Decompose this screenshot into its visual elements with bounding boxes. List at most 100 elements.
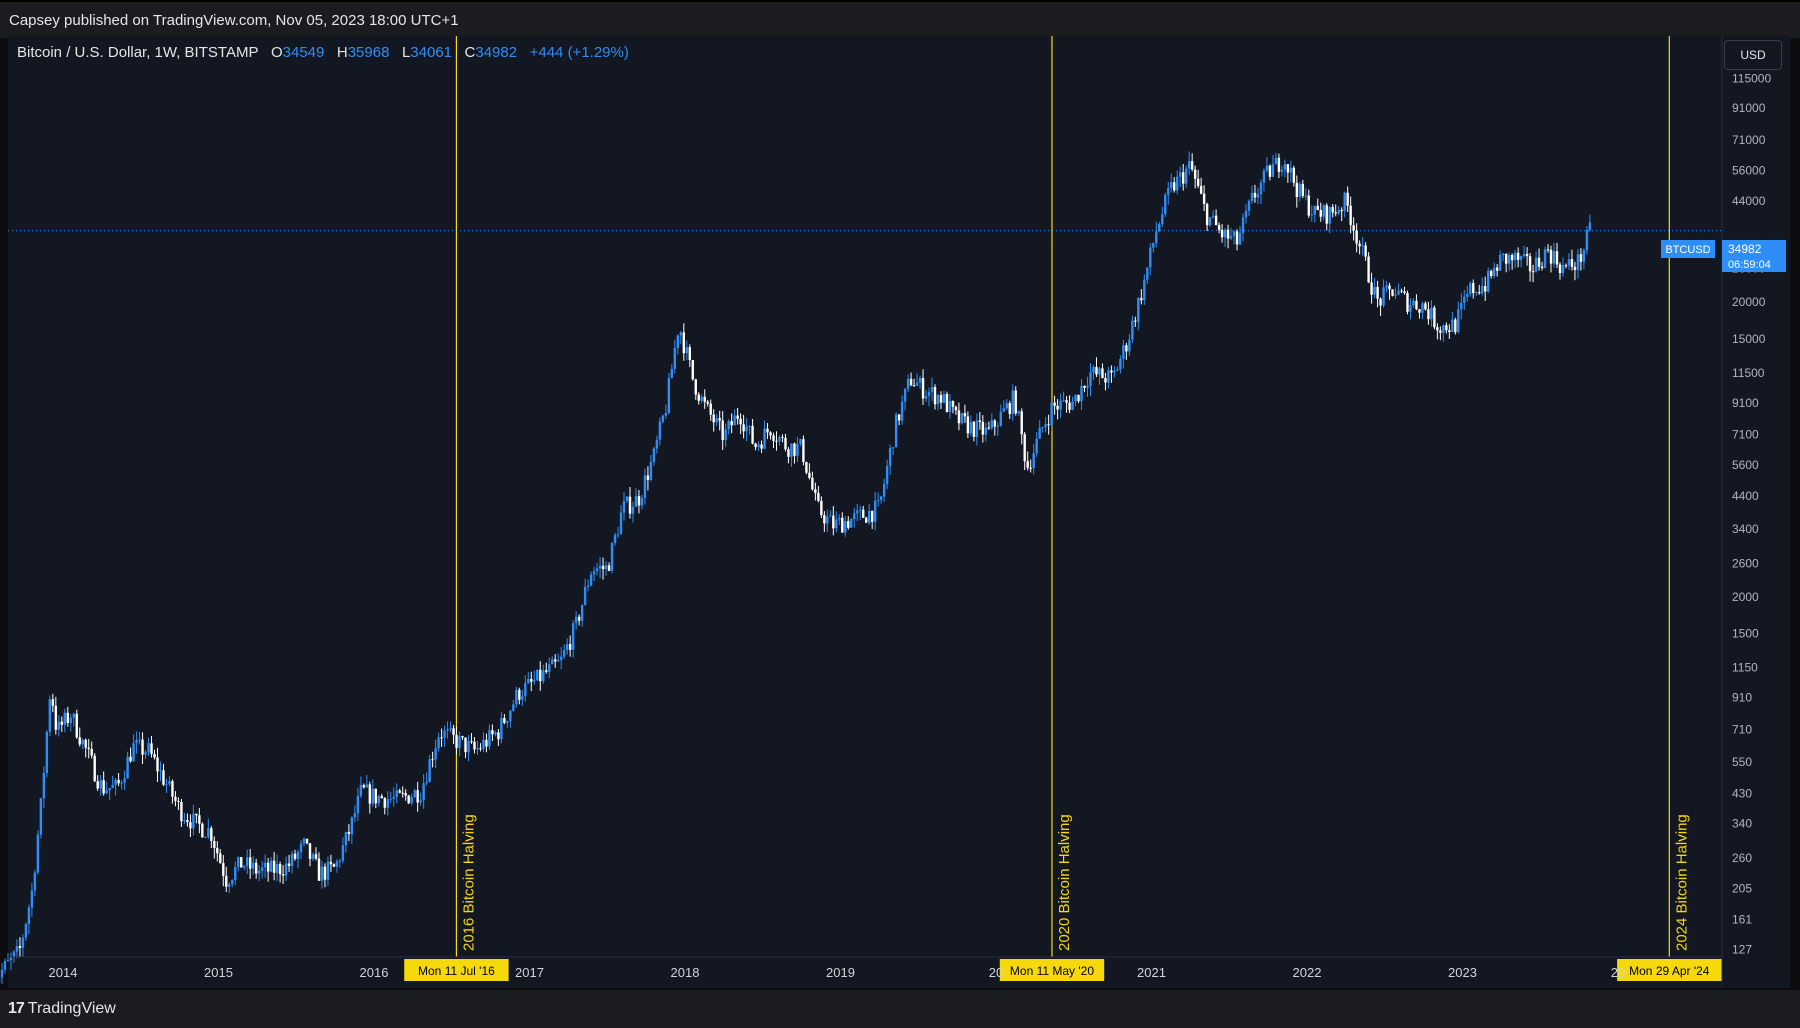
candle-body — [697, 394, 700, 401]
candle-body — [772, 435, 775, 441]
chart-pane[interactable] — [8, 36, 1790, 988]
candle-body — [909, 378, 913, 386]
candle — [1179, 166, 1182, 188]
candle-body — [1487, 270, 1490, 292]
candle — [1092, 365, 1095, 381]
candle — [359, 776, 363, 798]
candle — [159, 761, 162, 782]
candle-body — [341, 845, 345, 861]
candle — [557, 653, 560, 662]
candle-body — [416, 790, 419, 803]
candle-body — [54, 705, 58, 730]
candle — [1047, 414, 1050, 435]
candle-body — [1092, 366, 1095, 373]
candle-body — [1247, 200, 1251, 211]
candle — [428, 754, 431, 783]
candle — [302, 837, 306, 847]
candle-body — [69, 717, 72, 724]
candle-body — [981, 421, 985, 435]
candle — [45, 730, 49, 778]
candle — [1161, 206, 1164, 227]
candle-body — [1573, 266, 1577, 270]
candle-body — [135, 740, 138, 744]
candle — [634, 488, 638, 507]
candle-body — [446, 729, 449, 731]
candle — [207, 818, 210, 840]
candle-body — [317, 858, 321, 881]
candle — [990, 413, 994, 431]
candle-body — [1053, 402, 1056, 406]
candle — [709, 399, 712, 421]
time-axis[interactable]: 2014 2015 2016 2017 2018 2019 20 2021 2022 2023 20 — [8, 956, 1722, 980]
candle-body — [168, 781, 171, 785]
tradingview-logo[interactable]: 17 TradingView — [8, 1000, 116, 1018]
price-axis[interactable]: 1150009100071000560004400026000200001500… — [1721, 36, 1771, 987]
candle-body — [1430, 307, 1433, 320]
candle-body — [1202, 193, 1206, 204]
candle-body — [1295, 182, 1299, 197]
candle-body — [6, 959, 10, 962]
candle — [924, 389, 928, 403]
candle-body — [1140, 298, 1143, 301]
currency-button[interactable]: USD — [1724, 40, 1782, 70]
candle — [296, 849, 300, 869]
candle — [1475, 291, 1478, 297]
candle — [485, 733, 488, 753]
candle-body — [530, 679, 533, 682]
candle-body — [272, 860, 276, 873]
candle-body — [1504, 253, 1508, 264]
candle-body — [1080, 385, 1083, 402]
candle-body — [1217, 225, 1221, 230]
candle-body — [870, 510, 874, 522]
candle — [1167, 181, 1170, 205]
candle-body — [1457, 309, 1460, 333]
candle — [290, 850, 294, 874]
candle — [281, 865, 285, 884]
candle — [1223, 227, 1227, 247]
candle — [452, 724, 455, 745]
candle-body — [900, 401, 904, 421]
candle-body — [246, 857, 249, 867]
candle-body — [290, 853, 294, 867]
candle-body — [736, 415, 739, 419]
candle — [1271, 154, 1275, 178]
candle — [829, 510, 832, 517]
candle-body — [954, 406, 958, 411]
candle-body — [1337, 210, 1340, 214]
candle-body — [254, 862, 258, 874]
candle — [254, 858, 258, 879]
candle — [1337, 206, 1340, 216]
candle-body — [1373, 286, 1376, 295]
candle-body — [649, 462, 653, 480]
candle — [835, 511, 838, 533]
candle-body — [1059, 400, 1062, 410]
candle — [338, 858, 342, 868]
candle-body — [129, 756, 132, 762]
candle-body — [105, 790, 108, 794]
candle-body — [876, 499, 880, 501]
candle-body — [99, 780, 102, 789]
candle — [796, 436, 799, 462]
candle-body — [1158, 223, 1161, 232]
candle — [643, 468, 647, 505]
candle-body — [488, 730, 491, 747]
candle-body — [712, 414, 715, 423]
candle — [1310, 205, 1313, 222]
candle — [1131, 315, 1134, 343]
candle — [754, 442, 757, 451]
candle-body — [1265, 165, 1269, 171]
candle-body — [225, 875, 228, 887]
candle-body — [1149, 247, 1152, 268]
candle — [1388, 282, 1391, 300]
candle — [491, 724, 494, 741]
candle — [1358, 240, 1361, 255]
candle — [500, 711, 503, 744]
candle — [503, 714, 506, 725]
halving-date-label: Mon 29 Apr '24 — [1629, 964, 1710, 978]
candle-body — [987, 427, 991, 429]
candle-body — [1334, 212, 1337, 214]
candle — [260, 860, 264, 879]
candle — [275, 854, 279, 882]
candle — [36, 830, 40, 875]
